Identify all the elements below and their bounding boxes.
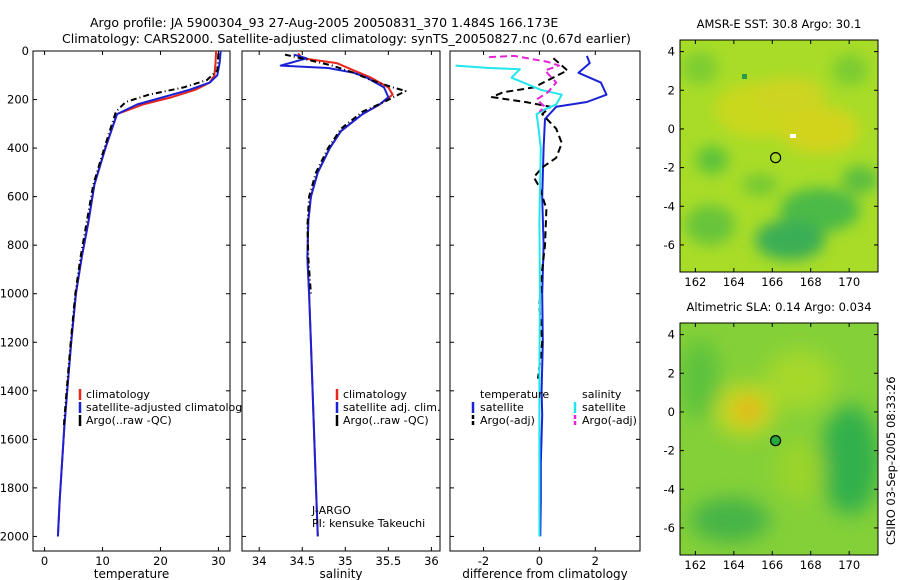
x-axis-label: salinity [319, 567, 362, 580]
y-tick-label: 400 [7, 141, 29, 155]
argo-position-marker [769, 152, 782, 164]
legend-label: Argo(..raw -QC) [343, 414, 429, 427]
legend-label: satellite [480, 401, 524, 414]
x-tick-label: 36 [424, 554, 439, 568]
map-x-tick-label: 164 [723, 275, 745, 289]
salinity-panel: 34 34.5 35 35.5 36 salinity climatologysatelli… [241, 50, 441, 580]
map-title: AMSR-E SST: 30.8 Argo: 30.1 [697, 17, 862, 31]
map-y-tick-label: 2 [668, 83, 675, 97]
series-line-black [284, 53, 407, 294]
x-tick-label: 2 [592, 554, 599, 568]
sla-map: Altimetric SLA: 0.14 Argo: 0.034 162 164 16… [664, 300, 879, 572]
temperature-panel: 0 10 20 30 0 200 400 600 800 1000 1200 1400 1600 1800… [0, 44, 249, 580]
argo-position-marker [769, 435, 782, 447]
x-tick-label: 35 [338, 554, 353, 568]
y-tick-label: 1400 [0, 384, 29, 398]
map-title: Altimetric SLA: 0.14 Argo: 0.034 [686, 300, 871, 314]
map-frame [679, 39, 879, 273]
sst-map-field [682, 52, 878, 260]
axes-frame [241, 50, 441, 552]
map-x-tick-label: 170 [838, 558, 860, 572]
map-x-tick-label: 164 [723, 558, 745, 572]
series-line-blue [279, 53, 390, 537]
x-tick-label: 10 [95, 554, 110, 568]
map-x-tick-label: 162 [684, 558, 706, 572]
map-x-tick-label: 168 [800, 558, 822, 572]
map-y-tick-label: 2 [668, 366, 675, 380]
x-tick-label: 34 [252, 554, 267, 568]
legend-label: Argo(..raw -QC) [86, 414, 172, 427]
y-tick-label: 200 [7, 93, 29, 107]
map-y-tick-label: -6 [664, 238, 675, 252]
y-tick-label: 1600 [0, 432, 29, 446]
x-tick-label: 34.5 [289, 554, 315, 568]
series-line-black [490, 57, 569, 379]
series-line-cyan [455, 64, 563, 537]
map-x-tick-label: 168 [800, 275, 822, 289]
x-tick-label: 30 [211, 554, 226, 568]
x-tick-label: 20 [153, 554, 168, 568]
series-line-blue [56, 50, 222, 537]
map-y-tick-label: -4 [664, 482, 675, 496]
map-y-tick-label: 0 [668, 405, 675, 419]
y-tick-label: 1000 [0, 287, 29, 301]
x-tick-label: 0 [41, 554, 48, 568]
map-frame [679, 322, 879, 556]
x-tick-label: -2 [478, 554, 489, 568]
sla-map-field [680, 340, 878, 542]
y-tick-label: 1800 [0, 481, 29, 495]
sst-map-pixel [790, 134, 796, 138]
map-x-tick-label: 166 [761, 558, 783, 572]
y-tick-label: 600 [7, 190, 29, 204]
map-x-tick-label: 170 [838, 275, 860, 289]
map-x-tick-label: 166 [761, 275, 783, 289]
x-tick-label: 0 [536, 554, 543, 568]
x-axis-label: difference from climatology [462, 567, 628, 580]
map-y-tick-label: -2 [664, 444, 675, 458]
header-line2: Climatology: CARS2000. Satellite-adjuste… [62, 31, 631, 46]
map-y-tick-label: 4 [668, 328, 675, 342]
series-line-black [62, 53, 220, 428]
map-y-tick-label: -6 [664, 521, 675, 535]
annotation-text: J-ARGO [311, 504, 351, 517]
map-y-tick-label: 4 [668, 45, 675, 59]
legend-label: satellite adj. clim. [343, 401, 440, 414]
legend-label: Argo(-adj) [582, 414, 637, 427]
legend-group-title: salinity [582, 388, 622, 401]
axes-frame [32, 50, 231, 552]
legend-label: satellite [582, 401, 626, 414]
series-line-magenta [489, 54, 560, 113]
y-tick-label: 1200 [0, 335, 29, 349]
legend-label: satellite-adjusted climatology [86, 401, 249, 414]
y-tick-label: 0 [22, 44, 29, 58]
map-y-tick-label: -2 [664, 161, 675, 175]
footer-timestamp: CSIRO 03-Sep-2005 08:33:26 [884, 376, 898, 545]
legend-label: Argo(-adj) [480, 414, 535, 427]
sst-map-pixel [742, 74, 747, 79]
legend-group-title: temperature [480, 388, 549, 401]
x-tick-label: 35.5 [376, 554, 402, 568]
header-line1: Argo profile: JA 5900304_93 27-Aug-2005 … [90, 15, 558, 30]
y-tick-label: 800 [7, 238, 29, 252]
map-y-tick-label: 0 [668, 122, 675, 136]
map-x-tick-label: 162 [684, 275, 706, 289]
legend-label: climatology [343, 388, 407, 401]
sst-map: AMSR-E SST: 30.8 Argo: 30.1 162 164 166 168 1… [664, 17, 879, 289]
y-tick-label: 2000 [0, 529, 29, 543]
series-line-blue [539, 55, 608, 537]
legend-label: climatology [86, 388, 150, 401]
x-axis-label: temperature [94, 567, 169, 580]
annotation-text: PI: kensuke Takeuchi [312, 517, 425, 530]
map-y-tick-label: -4 [664, 199, 675, 213]
